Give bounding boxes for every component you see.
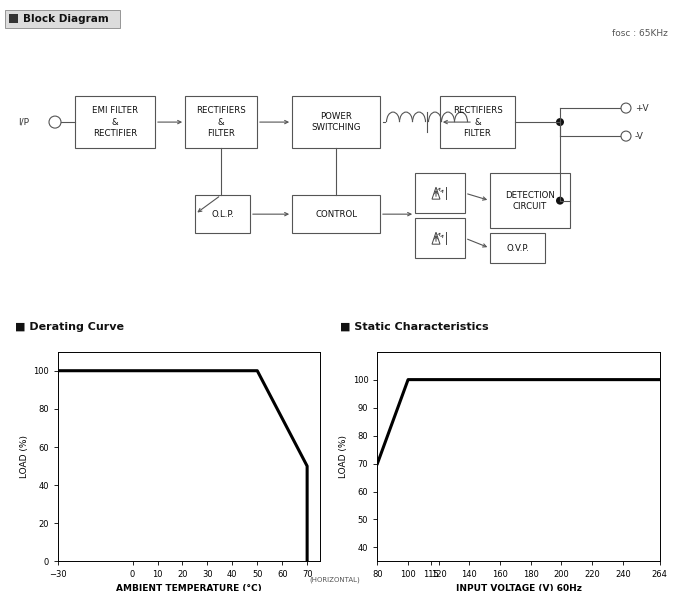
Text: +V: +V bbox=[635, 103, 649, 112]
Bar bbox=[9, 14, 18, 23]
Bar bbox=[415, 173, 465, 213]
Text: EMI FILTER
&
RECTIFIER: EMI FILTER & RECTIFIER bbox=[92, 106, 138, 138]
Text: RECTIFIERS
&
FILTER: RECTIFIERS & FILTER bbox=[196, 106, 246, 138]
Y-axis label: LOAD (%): LOAD (%) bbox=[339, 435, 348, 478]
Text: fosc : 65KHz: fosc : 65KHz bbox=[612, 29, 668, 38]
Text: O.V.P.: O.V.P. bbox=[506, 243, 529, 253]
Text: ■ Derating Curve: ■ Derating Curve bbox=[15, 322, 124, 332]
Text: O.L.P.: O.L.P. bbox=[211, 210, 234, 219]
Bar bbox=[490, 173, 570, 228]
Bar bbox=[292, 96, 380, 148]
Bar bbox=[75, 96, 155, 148]
Text: DETECTION
CIRCUIT: DETECTION CIRCUIT bbox=[505, 190, 555, 211]
Bar bbox=[415, 218, 465, 258]
Circle shape bbox=[556, 197, 564, 204]
Bar bbox=[440, 96, 515, 148]
Text: CONTROL: CONTROL bbox=[315, 210, 357, 219]
Text: I/P: I/P bbox=[18, 118, 29, 126]
Circle shape bbox=[556, 118, 564, 126]
Text: RECTIFIERS
&
FILTER: RECTIFIERS & FILTER bbox=[453, 106, 503, 138]
Bar bbox=[185, 96, 257, 148]
Text: Block Diagram: Block Diagram bbox=[23, 14, 109, 24]
Text: (HORIZONTAL): (HORIZONTAL) bbox=[309, 577, 360, 583]
Text: POWER
SWITCHING: POWER SWITCHING bbox=[311, 112, 361, 132]
Bar bbox=[292, 195, 380, 233]
X-axis label: INPUT VOLTAGE (V) 60Hz: INPUT VOLTAGE (V) 60Hz bbox=[456, 584, 581, 591]
Text: -V: -V bbox=[635, 132, 644, 141]
Bar bbox=[490, 233, 545, 263]
Bar bbox=[195, 195, 250, 233]
X-axis label: AMBIENT TEMPERATURE (°C): AMBIENT TEMPERATURE (°C) bbox=[116, 584, 262, 591]
Bar bbox=[5, 10, 120, 28]
Y-axis label: LOAD (%): LOAD (%) bbox=[20, 435, 29, 478]
Text: ■ Static Characteristics: ■ Static Characteristics bbox=[340, 322, 489, 332]
